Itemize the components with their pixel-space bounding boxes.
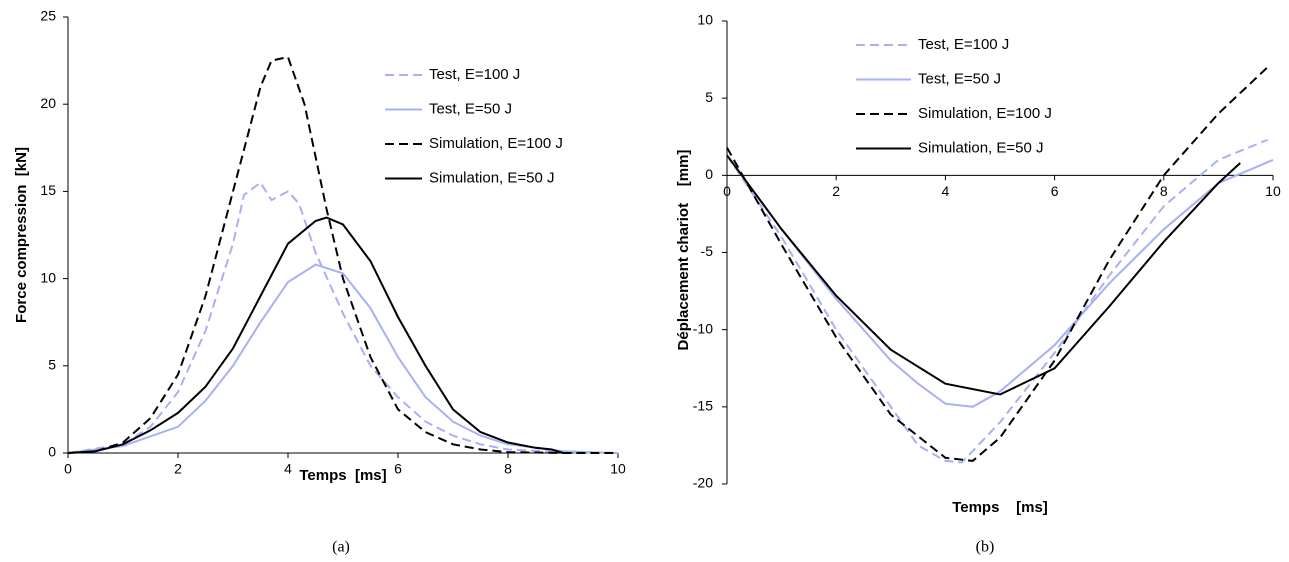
y-tick-label: 25 [40, 8, 56, 24]
y-axis-title: Déplacement chariot [mm] [675, 150, 692, 351]
legend-label: Simulation, E=100 J [918, 105, 1052, 122]
x-tick-label: 0 [723, 183, 731, 199]
x-axis-title: Temps [ms] [299, 467, 386, 484]
x-tick-label: 6 [394, 461, 402, 477]
y-tick-label: 5 [705, 89, 713, 105]
x-axis-title: Temps [ms] [952, 499, 1048, 516]
y-tick-label: 10 [40, 269, 56, 285]
data-line [726, 138, 1268, 464]
y-tick-label: 5 [48, 357, 56, 373]
y-axis-title: Force compression [kN] [13, 147, 30, 323]
caption: (b) [976, 539, 995, 556]
x-tick-label: 0 [64, 461, 72, 477]
data-line [67, 55, 618, 454]
y-tick-label: 0 [48, 444, 56, 460]
data-line [67, 263, 619, 454]
x-tick-label: 4 [284, 461, 292, 477]
legend-label: Test, E=100 J [918, 36, 1009, 53]
y-tick-label: -15 [693, 398, 713, 414]
y-tick-label: 0 [705, 166, 713, 182]
x-tick-label: 2 [174, 461, 182, 477]
legend-label: Simulation, E=50 J [918, 139, 1044, 156]
data-line [67, 216, 564, 454]
caption: (a) [332, 539, 350, 556]
legend-label: Simulation, E=50 J [429, 169, 555, 186]
y-tick-label: 15 [40, 182, 56, 198]
data-line [67, 181, 619, 454]
data-line [726, 154, 1241, 396]
y-tick-label: 10 [697, 12, 713, 28]
x-tick-label: 6 [1051, 183, 1059, 199]
y-tick-label: -20 [693, 475, 713, 491]
data-line [726, 66, 1269, 462]
y-tick-label: -5 [701, 243, 714, 259]
x-tick-label: 8 [1160, 183, 1168, 199]
x-tick-label: 4 [942, 183, 950, 199]
y-tick-label: 20 [40, 95, 56, 111]
y-tick-label: -10 [693, 320, 713, 336]
x-tick-label: 10 [1265, 183, 1281, 199]
x-tick-label: 8 [504, 461, 512, 477]
legend-label: Test, E=50 J [918, 70, 1001, 87]
data-line [726, 154, 1274, 408]
legend-label: Simulation, E=100 J [429, 135, 563, 152]
x-tick-label: 10 [610, 461, 626, 477]
legend-label: Test, E=100 J [429, 66, 520, 83]
legend-label: Test, E=50 J [429, 100, 512, 117]
x-tick-label: 2 [832, 183, 840, 199]
